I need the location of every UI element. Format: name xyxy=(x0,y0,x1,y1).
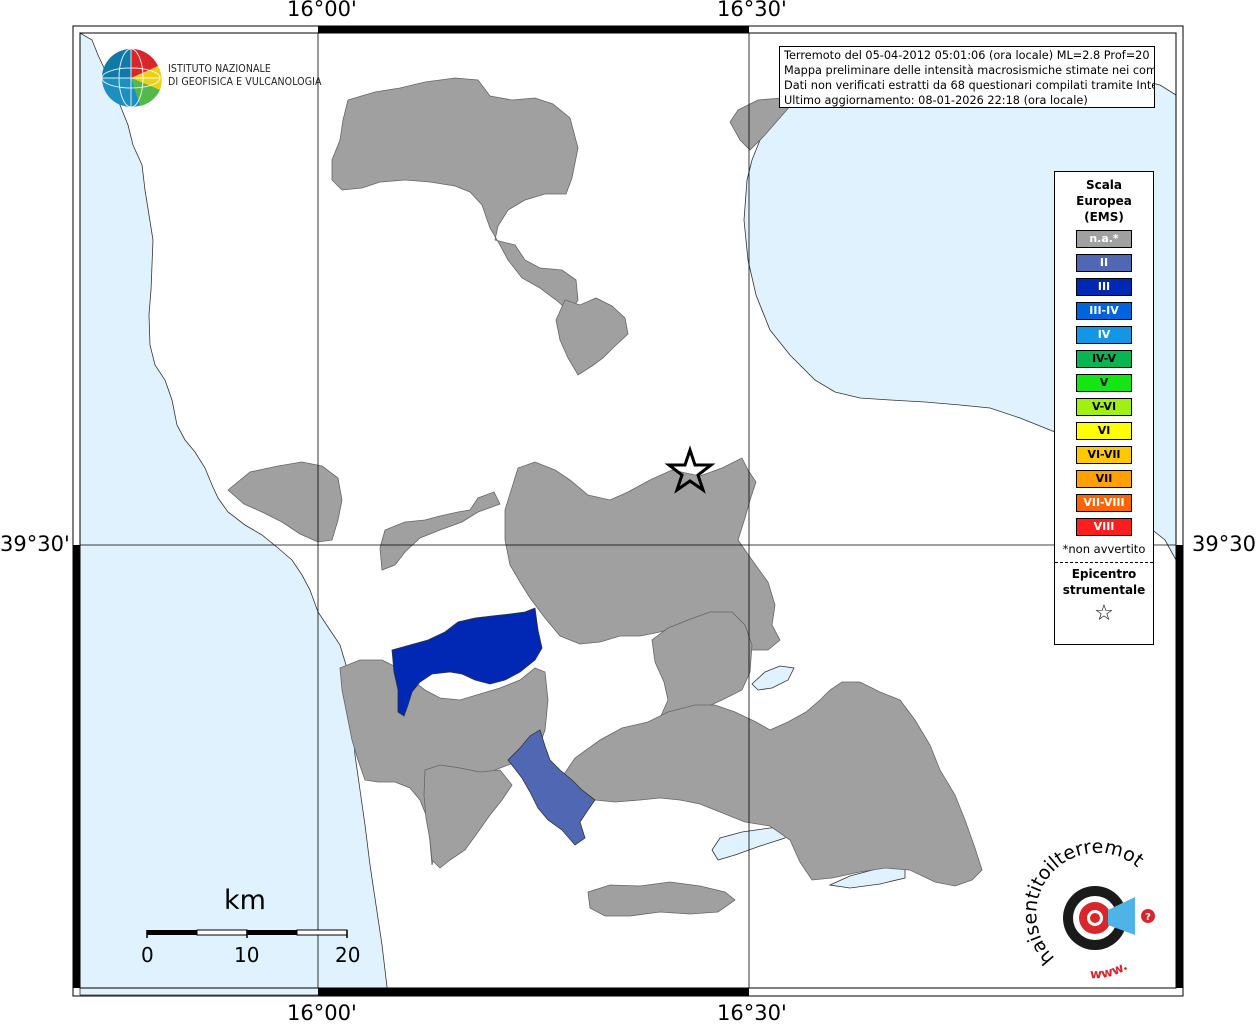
lat-label-left: 39°30' xyxy=(0,532,70,556)
event-info-box: Terremoto del 05-04-2012 05:01:06 (ora l… xyxy=(779,46,1155,108)
ingv-globe-icon xyxy=(101,48,162,108)
ingv-logo-text: ISTITUTO NAZIONALE DI GEOFISICA E VULCAN… xyxy=(168,63,322,89)
legend-item: III xyxy=(1076,278,1132,296)
ems-legend: Scala Europea (EMS) n.a.* II III III-IV IV IV… xyxy=(1054,171,1154,645)
scale-seg-3 xyxy=(247,930,297,935)
scale-tick-10: 10 xyxy=(234,943,260,967)
scale-tick-0: 0 xyxy=(141,943,154,967)
legend-note: *non avvertito xyxy=(1062,542,1146,556)
scale-tick-20: 20 xyxy=(335,943,361,967)
frame-tick-top xyxy=(318,26,749,33)
svg-text:?: ? xyxy=(1145,912,1151,923)
star-icon: ☆ xyxy=(1094,601,1114,626)
megaphone-icon xyxy=(1108,897,1135,935)
scale-seg-4 xyxy=(296,929,348,936)
legend-item: V xyxy=(1076,374,1132,392)
lake-1 xyxy=(751,665,795,691)
legend-separator xyxy=(1055,562,1153,563)
event-info-line-1: Terremoto del 05-04-2012 05:01:06 (ora l… xyxy=(784,49,1155,62)
legend-title: Scala Europea (EMS) xyxy=(1055,177,1153,225)
ingv-logo-line-2: DI GEOFISICA E VULCANOLOGIA xyxy=(168,76,322,88)
area-north-1 xyxy=(331,77,579,313)
legend-item: IV-V xyxy=(1076,350,1132,368)
legend-item: V-VI xyxy=(1076,398,1132,416)
sea-west xyxy=(79,32,389,996)
area-west-2 xyxy=(379,491,501,571)
area-south-west-2 xyxy=(423,764,513,869)
lon-label-bottom-2: 16°30' xyxy=(717,1001,787,1025)
event-info-line-4: Ultimo aggiornamento: 08-01-2026 22:18 (… xyxy=(784,94,1088,107)
legend-item: VI-VII xyxy=(1076,446,1132,464)
event-info-line-3: Dati non verificati estratti da 68 quest… xyxy=(784,79,1155,92)
legend-item: VII xyxy=(1076,470,1132,488)
area-west-1 xyxy=(227,461,343,543)
frame-tick-right xyxy=(1176,545,1183,988)
lake-3 xyxy=(828,865,906,889)
legend-title-line-2: Europea xyxy=(1076,194,1132,208)
legend-item: VIII xyxy=(1076,518,1132,536)
legend-epicenter-title: Epicentro strumentale xyxy=(1055,566,1153,598)
legend-title-line-3: (EMS) xyxy=(1084,210,1124,224)
legend-items: n.a.* II III III-IV IV IV-V V V-VI VI VI-VII VII VI… xyxy=(1055,230,1153,536)
area-south-island xyxy=(587,881,736,917)
event-info-line-2: Mappa preliminare delle intensità macros… xyxy=(784,64,1155,77)
scale-unit-label: km xyxy=(224,885,266,916)
help-icon xyxy=(1141,909,1155,923)
legend-item: VI xyxy=(1076,422,1132,440)
area-east-coast xyxy=(729,97,793,151)
lon-label-top-1: 16°00' xyxy=(287,0,357,21)
legend-epicenter-line-1: Epicentro xyxy=(1071,567,1137,581)
legend-item: VII-VIII xyxy=(1076,494,1132,512)
legend-item: IV xyxy=(1076,326,1132,344)
frame-tick-left xyxy=(73,545,80,988)
frame-tick-bottom xyxy=(318,988,749,996)
area-intensity-ii xyxy=(507,729,596,846)
legend-title-line-1: Scala xyxy=(1085,178,1123,192)
area-river xyxy=(559,681,983,887)
frame-ticks xyxy=(73,26,1183,996)
municipalities-na xyxy=(227,77,983,917)
lat-label-right: 39°30' xyxy=(1192,532,1256,556)
lon-label-top-2: 16°30' xyxy=(717,0,787,21)
scale-seg-2 xyxy=(196,929,248,936)
epicenter-star-icon xyxy=(664,445,716,494)
legend-item: III-IV xyxy=(1076,302,1132,320)
haisentito-logo: ? xyxy=(1063,886,1155,950)
legend-item: II xyxy=(1076,254,1132,272)
ingv-logo-line-1: ISTITUTO NAZIONALE xyxy=(168,63,271,75)
area-centre xyxy=(504,457,781,651)
area-intensity-iii xyxy=(391,607,543,717)
scale-seg-1 xyxy=(147,930,197,935)
legend-item: n.a.* xyxy=(1076,230,1132,248)
lon-label-bottom-1: 16°00' xyxy=(287,1001,357,1025)
legend-epicenter-line-2: strumentale xyxy=(1062,583,1146,597)
graticule xyxy=(80,33,1176,988)
area-north-2 xyxy=(555,297,629,376)
scale-bar xyxy=(146,929,348,938)
